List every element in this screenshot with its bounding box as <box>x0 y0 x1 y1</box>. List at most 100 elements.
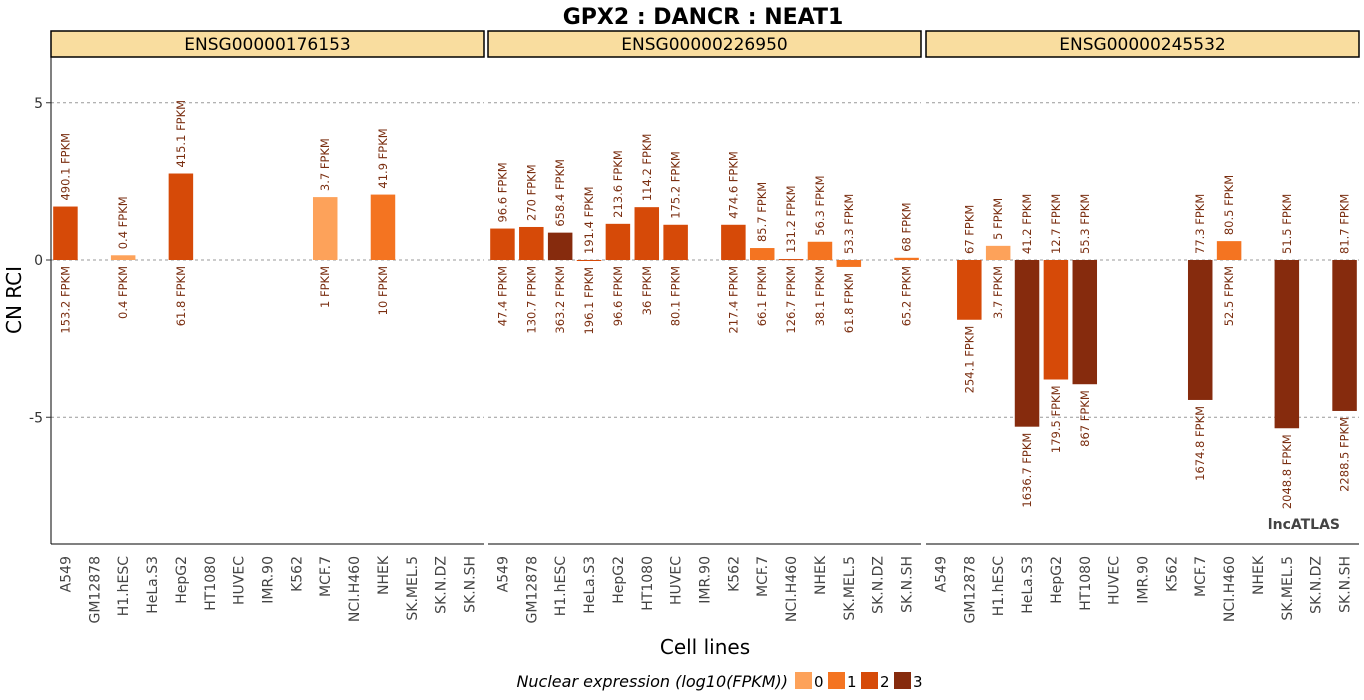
x-tick-label: SK.N.SH <box>900 556 916 613</box>
legend-label: 0 <box>814 673 824 691</box>
bar-bottom-label: 52.5 FPKM <box>1222 266 1236 326</box>
panel-strip <box>50 30 485 58</box>
bar <box>1332 260 1357 411</box>
bar-top-label: 81.7 FPKM <box>1338 194 1352 254</box>
bar-bottom-label: 153.2 FPKM <box>58 266 72 334</box>
x-tick-label: GM12878 <box>524 556 540 623</box>
bar <box>1014 260 1040 427</box>
x-tick-label: SK.MEL.5 <box>842 556 858 621</box>
bar-bottom-label: 126.7 FPKM <box>784 266 798 334</box>
bar <box>663 224 688 260</box>
bar <box>836 260 862 267</box>
y-tick-label: -5 <box>29 410 43 426</box>
bar <box>547 232 573 260</box>
bar-top-label: 131.2 FPKM <box>784 185 798 253</box>
x-tick-label: SK.N.SH <box>463 556 479 613</box>
bar-bottom-label: 179.5 FPKM <box>1049 386 1063 454</box>
bar-top-label: 0.4 FPKM <box>116 196 130 249</box>
bar-top-label: 41.9 FPKM <box>376 128 390 188</box>
x-tick-label: MCF.7 <box>318 556 334 597</box>
x-tick-label: HeLa.S3 <box>145 556 161 614</box>
x-tick-label: HepG2 <box>1049 556 1065 604</box>
x-tick-label: HUVEC <box>1107 556 1123 605</box>
bar <box>168 173 194 260</box>
bar <box>778 259 804 261</box>
bar-bottom-label: 867 FPKM <box>1078 390 1092 447</box>
bar <box>957 260 982 320</box>
x-tick-label: MCF.7 <box>1193 556 1209 597</box>
x-tick-label: SK.N.DZ <box>1309 556 1325 614</box>
x-tick-label: SK.N.SH <box>1338 556 1354 613</box>
x-axis-title: Cell lines <box>660 635 750 659</box>
x-tick-label: GM12878 <box>962 556 978 623</box>
x-tick-label: NCI.H460 <box>347 556 363 622</box>
bar-top-label: 77.3 FPKM <box>1193 194 1207 254</box>
x-tick-label: NCI.H460 <box>784 556 800 622</box>
x-tick-label: NHEK <box>813 555 829 595</box>
legend-label: 1 <box>847 673 857 691</box>
bar-top-label: 658.4 FPKM <box>553 159 567 227</box>
x-tick-label: IMR.90 <box>1136 556 1152 604</box>
bar-top-label: 5 FPKM <box>991 198 1005 240</box>
bar <box>370 194 396 260</box>
panel-strip-label: ENSG00000226950 <box>621 35 787 55</box>
x-tick-label: HepG2 <box>611 556 627 604</box>
x-tick-label: HUVEC <box>669 556 685 605</box>
bar-bottom-label: 2048.8 FPKM <box>1280 434 1294 509</box>
legend-swatch <box>795 672 812 689</box>
x-tick-label: K562 <box>289 556 305 592</box>
bar-bottom-label: 36 FPKM <box>640 266 654 315</box>
x-tick-label: MCF.7 <box>755 556 771 597</box>
x-tick-label: HT1080 <box>640 556 656 611</box>
legend-label: 3 <box>913 673 923 691</box>
x-tick-label: HT1080 <box>1078 556 1094 611</box>
x-tick-label: NHEK <box>376 555 392 595</box>
bar <box>1187 260 1213 400</box>
bar-top-label: 3.7 FPKM <box>318 138 332 191</box>
bar <box>807 241 833 260</box>
bar <box>312 197 338 260</box>
bar-bottom-label: 0.4 FPKM <box>116 266 130 319</box>
bar-bottom-label: 1 FPKM <box>318 266 332 308</box>
x-tick-label: SK.MEL.5 <box>1280 556 1296 621</box>
panel-strip <box>487 30 922 58</box>
x-tick-label: NCI.H460 <box>1222 556 1238 622</box>
y-tick-label: 5 <box>34 96 43 112</box>
bar-top-label: 213.6 FPKM <box>611 150 625 218</box>
bar-bottom-label: 66.1 FPKM <box>755 266 769 326</box>
x-tick-label: A549 <box>58 556 74 592</box>
bar <box>1274 260 1300 429</box>
bar-bottom-label: 2288.5 FPKM <box>1338 417 1352 492</box>
bar <box>749 248 775 260</box>
x-tick-label: H1.hESC <box>553 556 569 616</box>
lncatlas-watermark: lncATLAS <box>1268 517 1340 533</box>
bar <box>1043 260 1069 380</box>
x-tick-label: K562 <box>1164 556 1180 592</box>
bar-bottom-label: 196.1 FPKM <box>582 267 596 335</box>
bar-bottom-label: 130.7 FPKM <box>524 266 538 334</box>
bar-bottom-label: 96.6 FPKM <box>611 266 625 326</box>
x-tick-label: H1.hESC <box>991 556 1007 616</box>
bar <box>490 228 515 260</box>
bar <box>53 206 78 260</box>
x-tick-label: HT1080 <box>203 556 219 611</box>
bar <box>519 226 544 260</box>
bar <box>110 255 136 260</box>
x-tick-label: HUVEC <box>232 556 248 605</box>
bar-top-label: 80.5 FPKM <box>1222 175 1236 235</box>
bar-top-label: 270 FPKM <box>524 164 538 221</box>
x-tick-label: NHEK <box>1251 555 1267 595</box>
bar-top-label: 96.6 FPKM <box>495 162 509 222</box>
bar-top-label: 114.2 FPKM <box>640 134 654 202</box>
chart-title: GPX2 : DANCR : NEAT1 <box>563 5 844 30</box>
bar-bottom-label: 217.4 FPKM <box>726 266 740 334</box>
x-tick-label: SK.N.DZ <box>871 556 887 614</box>
bar-top-label: 12.7 FPKM <box>1049 194 1063 254</box>
legend-swatch <box>861 672 878 689</box>
bar-bottom-label: 47.4 FPKM <box>495 266 509 326</box>
bar-top-label: 41.2 FPKM <box>1020 194 1034 254</box>
bar-bottom-label: 1674.8 FPKM <box>1193 406 1207 481</box>
panel-strip-label: ENSG00000245532 <box>1059 35 1225 55</box>
panel-strip <box>925 30 1360 58</box>
